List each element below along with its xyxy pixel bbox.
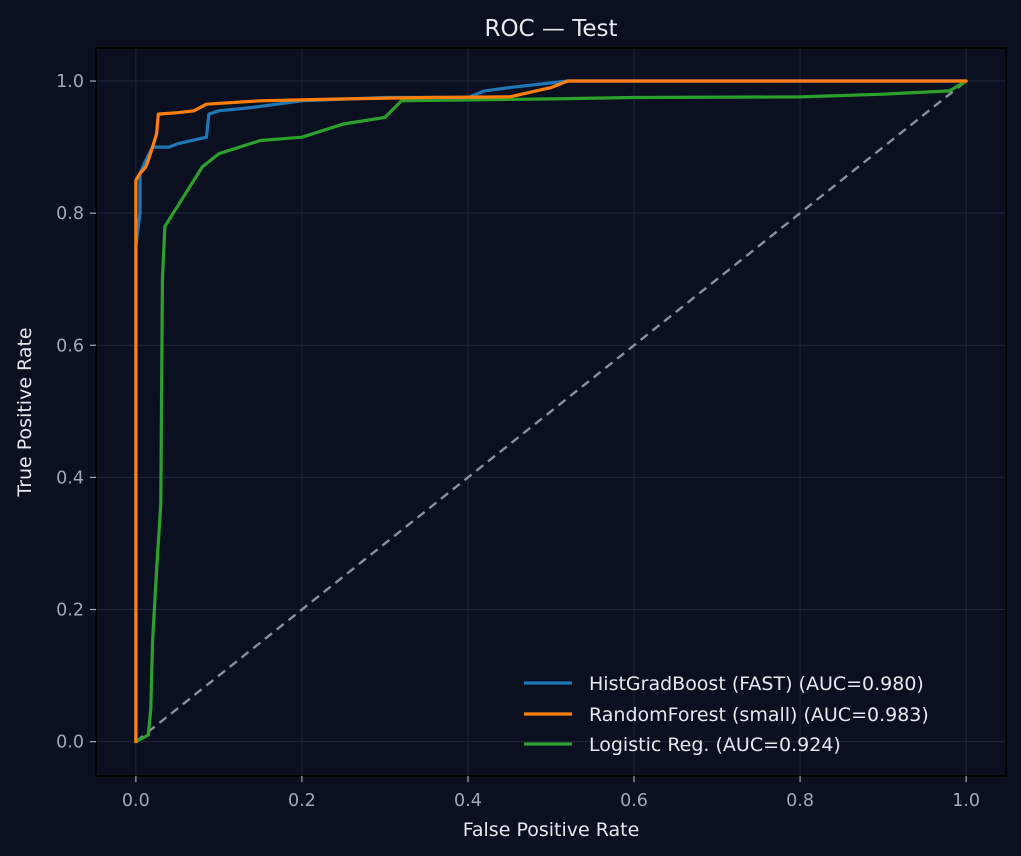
chart-title: ROC — Test <box>484 16 617 42</box>
y-axis-label: True Positive Rate <box>14 327 36 497</box>
x-axis-label: False Positive Rate <box>463 819 640 841</box>
x-tick-label-1: 0.2 <box>288 791 316 811</box>
plot-frame <box>95 47 1007 777</box>
legend-label-randomforest: RandomForest (small) (AUC=0.983) <box>589 704 929 726</box>
y-ticks: 0.0 0.2 0.4 0.6 0.8 1.0 <box>56 72 96 753</box>
series-lines <box>134 79 968 744</box>
y-tick-label-5: 1.0 <box>56 72 84 92</box>
x-tick-label-2: 0.4 <box>454 791 482 811</box>
x-tick-label-0: 0.0 <box>122 791 150 811</box>
x-ticks: 0.0 0.2 0.4 0.6 0.8 1.0 <box>122 776 980 811</box>
y-tick-label-1: 0.2 <box>56 601 84 621</box>
grid <box>96 48 1006 776</box>
x-tick-label-3: 0.6 <box>620 791 648 811</box>
chance-diagonal <box>135 80 967 743</box>
series-line-1 <box>134 79 968 744</box>
series-line-2 <box>134 79 968 744</box>
chance-diagonal-line <box>135 80 967 743</box>
y-tick-label-3: 0.6 <box>56 336 84 356</box>
legend: HistGradBoost (FAST) (AUC=0.980) RandomF… <box>524 673 929 756</box>
legend-label-logistic: Logistic Reg. (AUC=0.924) <box>589 734 841 756</box>
legend-label-histgradboost: HistGradBoost (FAST) (AUC=0.980) <box>589 673 924 695</box>
y-tick-label-4: 0.8 <box>56 204 84 224</box>
x-tick-label-4: 0.8 <box>786 791 814 811</box>
y-tick-label-2: 0.4 <box>56 468 84 488</box>
y-tick-label-0: 0.0 <box>56 733 84 753</box>
x-tick-label-5: 1.0 <box>952 791 980 811</box>
